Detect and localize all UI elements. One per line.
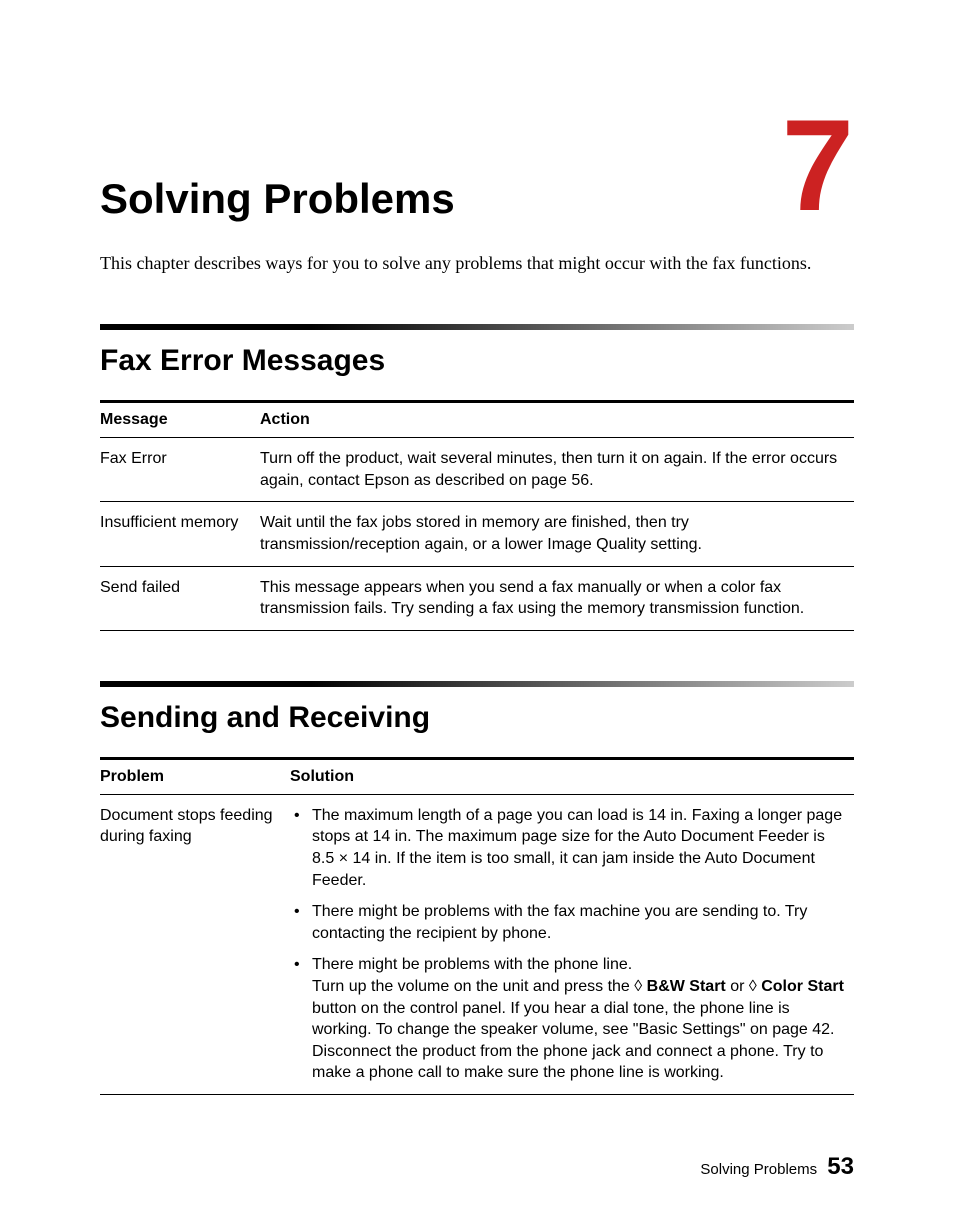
section-divider [100, 681, 854, 687]
sending-receiving-table: Problem Solution Document stops feeding … [100, 757, 854, 1095]
table-row: Send failed This message appears when yo… [100, 566, 854, 630]
chapter-intro: This chapter describes ways for you to s… [100, 251, 854, 276]
chapter-number-wrap: 7 [782, 100, 854, 230]
table-header-action: Action [260, 402, 854, 438]
cell-message: Fax Error [100, 438, 260, 502]
cell-action: Turn off the product, wait several minut… [260, 438, 854, 502]
section1-title: Fax Error Messages [100, 344, 854, 378]
cell-solution: The maximum length of a page you can loa… [290, 794, 854, 1094]
cell-message: Send failed [100, 566, 260, 630]
chapter-number: 7 [782, 92, 854, 238]
cell-problem: Document stops feeding during faxing [100, 794, 290, 1094]
table-header-problem: Problem [100, 758, 290, 794]
footer-label: Solving Problems [700, 1161, 817, 1178]
chapter-title: Solving Problems [100, 175, 854, 223]
solution-list: The maximum length of a page you can loa… [290, 805, 844, 1084]
list-item: There might be problems with the fax mac… [290, 901, 844, 944]
table-row: Document stops feeding during faxing The… [100, 794, 854, 1094]
cell-action: Wait until the fax jobs stored in memory… [260, 502, 854, 566]
list-item: There might be problems with the phone l… [290, 954, 844, 1084]
table-header-solution: Solution [290, 758, 854, 794]
cell-action: This message appears when you send a fax… [260, 566, 854, 630]
table-header-message: Message [100, 402, 260, 438]
color-start-label: Color Start [757, 978, 844, 995]
section2-title: Sending and Receiving [100, 701, 854, 735]
bw-start-label: B&W Start [642, 978, 726, 995]
error-messages-table: Message Action Fax Error Turn off the pr… [100, 400, 854, 631]
cell-message: Insufficient memory [100, 502, 260, 566]
footer-page-number: 53 [827, 1153, 854, 1180]
diamond-icon: ◊ [634, 978, 642, 995]
section-divider [100, 324, 854, 330]
list-item: The maximum length of a page you can loa… [290, 805, 844, 891]
table-row: Insufficient memory Wait until the fax j… [100, 502, 854, 566]
page-footer: Solving Problems 53 [700, 1153, 854, 1181]
table-row: Fax Error Turn off the product, wait sev… [100, 438, 854, 502]
diamond-icon: ◊ [749, 978, 757, 995]
